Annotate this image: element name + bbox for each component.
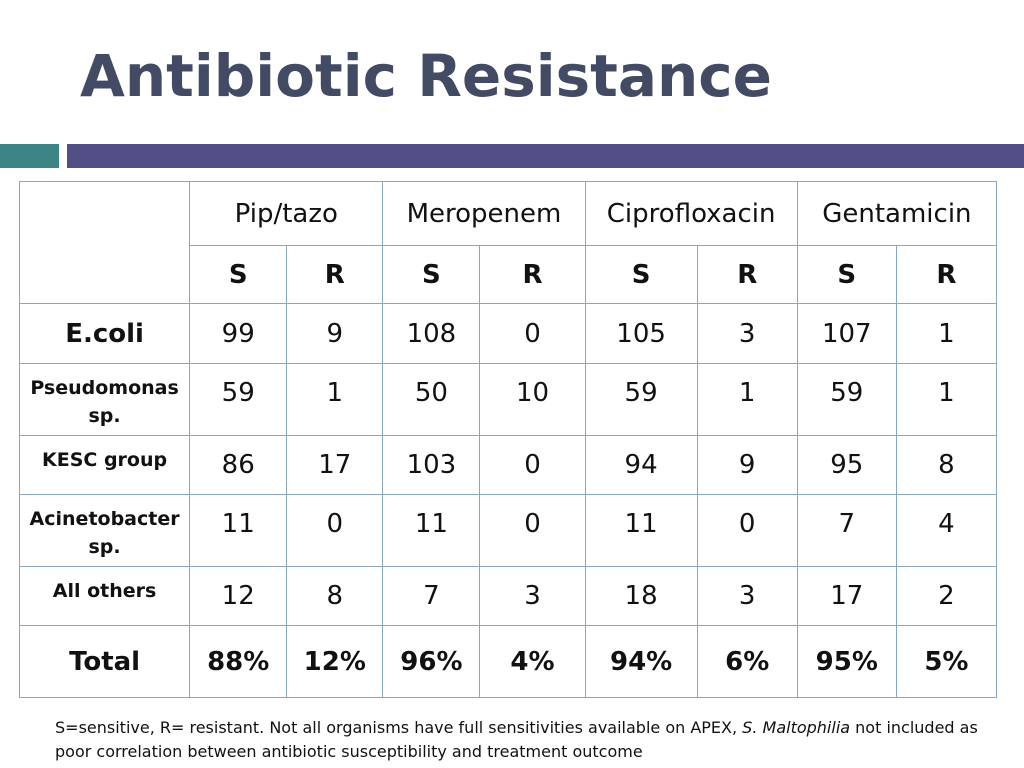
table-cell: 11 — [382, 494, 481, 567]
footnote: S=sensitive, R= resistant. Not all organ… — [55, 716, 985, 764]
table-cell: 105 — [584, 303, 698, 364]
table-cell: 3 — [696, 566, 798, 626]
table-cell: 9 — [286, 303, 384, 364]
table-cell: 11 — [189, 494, 288, 567]
resistant-header: R — [696, 245, 798, 304]
table-row: Acinetobacter sp. 11 0 11 0 11 0 7 4 — [18, 494, 998, 567]
table-row: E.coli 99 9 108 0 105 3 107 1 — [18, 303, 998, 364]
table-cell: 10 — [479, 363, 586, 436]
table-cell: 1 — [696, 363, 798, 436]
table-cell: 4 — [895, 494, 998, 567]
total-row: Total 88% 12% 96% 4% 94% 6% 95% 5% — [18, 625, 998, 698]
table-cell: 1 — [895, 363, 998, 436]
total-cell: 95% — [796, 625, 897, 698]
table-cell: 0 — [479, 435, 586, 495]
table-cell: 2 — [895, 566, 998, 626]
table-cell: 8 — [895, 435, 998, 495]
table-cell: 99 — [189, 303, 288, 364]
sensitive-header: S — [189, 245, 288, 304]
table-cell: 86 — [189, 435, 288, 495]
table-row: KESC group 86 17 103 0 94 9 95 8 — [18, 435, 998, 495]
table-cell: 18 — [584, 566, 698, 626]
resistance-table: Pip/tazo Meropenem Ciprofloxacin Gentami… — [18, 181, 998, 698]
table-cell: 0 — [696, 494, 798, 567]
table-cell: 3 — [479, 566, 586, 626]
table-row: Pseudomonas sp. 59 1 50 10 59 1 59 1 — [18, 363, 998, 436]
table-cell: 50 — [382, 363, 481, 436]
table-cell: 95 — [796, 435, 897, 495]
organism-label: Pseudomonas sp. — [18, 363, 191, 436]
organism-label: Acinetobacter sp. — [18, 494, 191, 567]
sensitive-header: S — [796, 245, 897, 304]
table-cell: 108 — [382, 303, 481, 364]
organism-label: E.coli — [18, 303, 191, 364]
table-cell: 103 — [382, 435, 481, 495]
resistant-header: R — [895, 245, 998, 304]
footnote-species-genus: S. — [742, 718, 758, 737]
sensitive-header: S — [584, 245, 698, 304]
table-cell: 59 — [189, 363, 288, 436]
table-cell: 12 — [189, 566, 288, 626]
table-cell: 7 — [796, 494, 897, 567]
footnote-text: S=sensitive, R= resistant. Not all organ… — [55, 718, 743, 737]
accent-bar-purple — [67, 144, 1024, 168]
table-cell: 11 — [584, 494, 698, 567]
page-title: Antibiotic Resistance — [80, 42, 773, 110]
total-cell: 12% — [286, 625, 384, 698]
table-cell: 3 — [696, 303, 798, 364]
total-cell: 88% — [189, 625, 288, 698]
footnote-species-name: Maltophilia — [762, 718, 851, 737]
table-cell: 8 — [286, 566, 384, 626]
organism-label: KESC group — [18, 435, 191, 495]
table-cell: 1 — [895, 303, 998, 364]
drug-header: Meropenem — [382, 181, 586, 246]
drug-header: Ciprofloxacin — [584, 181, 798, 246]
organism-label: All others — [18, 566, 191, 626]
footnote-text-end: not included as poor correlation between… — [55, 718, 978, 761]
table-cell: 17 — [796, 566, 897, 626]
total-cell: 4% — [479, 625, 586, 698]
table-row: All others 12 8 7 3 18 3 17 2 — [18, 566, 998, 626]
table-cell: 94 — [584, 435, 698, 495]
table-cell: 0 — [286, 494, 384, 567]
table-cell: 107 — [796, 303, 897, 364]
accent-bar-teal — [0, 144, 59, 168]
table-cell: 1 — [286, 363, 384, 436]
total-cell: 94% — [584, 625, 698, 698]
drug-header: Pip/tazo — [189, 181, 384, 246]
total-label: Total — [18, 625, 191, 698]
total-cell: 5% — [895, 625, 998, 698]
table-cell: 7 — [382, 566, 481, 626]
resistant-header: R — [286, 245, 384, 304]
table-corner-cell — [18, 181, 191, 304]
table-cell: 0 — [479, 494, 586, 567]
drug-header: Gentamicin — [796, 181, 998, 246]
table-cell: 59 — [796, 363, 897, 436]
total-cell: 96% — [382, 625, 481, 698]
table-cell: 9 — [696, 435, 798, 495]
sensitive-header: S — [382, 245, 481, 304]
resistant-header: R — [479, 245, 586, 304]
table-cell: 17 — [286, 435, 384, 495]
total-cell: 6% — [696, 625, 798, 698]
table-cell: 0 — [479, 303, 586, 364]
table-cell: 59 — [584, 363, 698, 436]
